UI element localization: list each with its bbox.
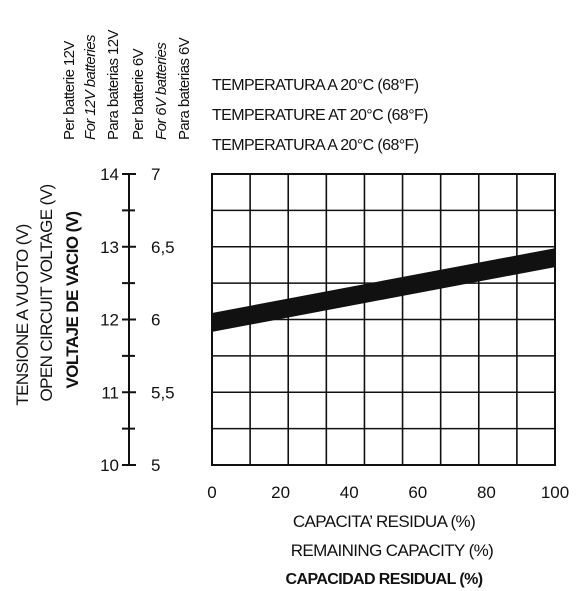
y-axis-title: TENSIONE A VUOTO (V) OPEN CIRCUIT VOLTAGE… xyxy=(13,184,82,405)
y-tick-label-6v: 5,5 xyxy=(151,383,175,402)
x-tick-label: 20 xyxy=(271,483,290,502)
x-tick-label: 80 xyxy=(477,483,496,502)
x-axis-title-es: CAPACIDAD RESIDUAL (%) xyxy=(286,571,483,588)
y-axis-title-line: TENSIONE A VUOTO (V) xyxy=(13,224,32,405)
battery-type-label: Para baterias 6V xyxy=(176,37,193,140)
x-tick-label: 60 xyxy=(408,483,427,502)
voltage-band-line xyxy=(212,248,555,332)
x-tick-label: 100 xyxy=(541,483,569,502)
y-tick-label-12v: 11 xyxy=(101,383,119,402)
battery-type-label: For 6V batteries xyxy=(153,42,170,140)
y-tick-label-12v: 14 xyxy=(100,165,119,184)
voltage-series xyxy=(212,248,555,332)
temperature-note-es: TEMPERATURA A 20°C (68°F) xyxy=(212,137,419,154)
y-axis-title-line: VOLTAJE DE VACIO (V) xyxy=(63,212,82,389)
y-tick-label-6v: 5 xyxy=(151,456,160,475)
x-axis-title-en: REMAINING CAPACITY (%) xyxy=(291,541,493,560)
x-axis-title-it: CAPACITA’ RESIDUA (%) xyxy=(293,512,475,531)
x-axis-tick-labels: 0 20 40 60 80 100 xyxy=(207,483,569,502)
temperature-note-it: TEMPERATURA A 20°C (68°F) xyxy=(212,77,419,94)
battery-type-label: Per batterie 12V xyxy=(61,41,78,140)
x-tick-label: 0 xyxy=(207,483,216,502)
temperature-note-en: TEMPERATURE AT 20°C (68°F) xyxy=(212,107,428,124)
y-tick-label-6v: 6,5 xyxy=(151,238,175,257)
battery-type-label: Per batterie 6V xyxy=(130,48,147,140)
y-tick-label-12v: 10 xyxy=(100,456,119,475)
y-tick-label-6v: 6 xyxy=(151,311,160,330)
y-axis-title-line: OPEN CIRCUIT VOLTAGE (V) xyxy=(37,184,56,401)
battery-type-label: For 12V batteries xyxy=(82,34,99,140)
y-tick-label-12v: 13 xyxy=(100,238,119,257)
chart-grid xyxy=(212,174,555,465)
y-tick-label-12v: 12 xyxy=(100,311,119,330)
battery-type-label: Para baterias 12V xyxy=(105,30,122,140)
plot-frame xyxy=(211,173,556,466)
battery-type-labels: Per batterie 12V For 12V batteries Para ba… xyxy=(61,30,193,140)
dual-voltage-scale: 10 11 12 13 14 5 5,5 6 6,5 7 xyxy=(100,165,175,475)
y-tick-label-6v: 7 xyxy=(151,165,160,184)
x-tick-label: 40 xyxy=(340,483,359,502)
